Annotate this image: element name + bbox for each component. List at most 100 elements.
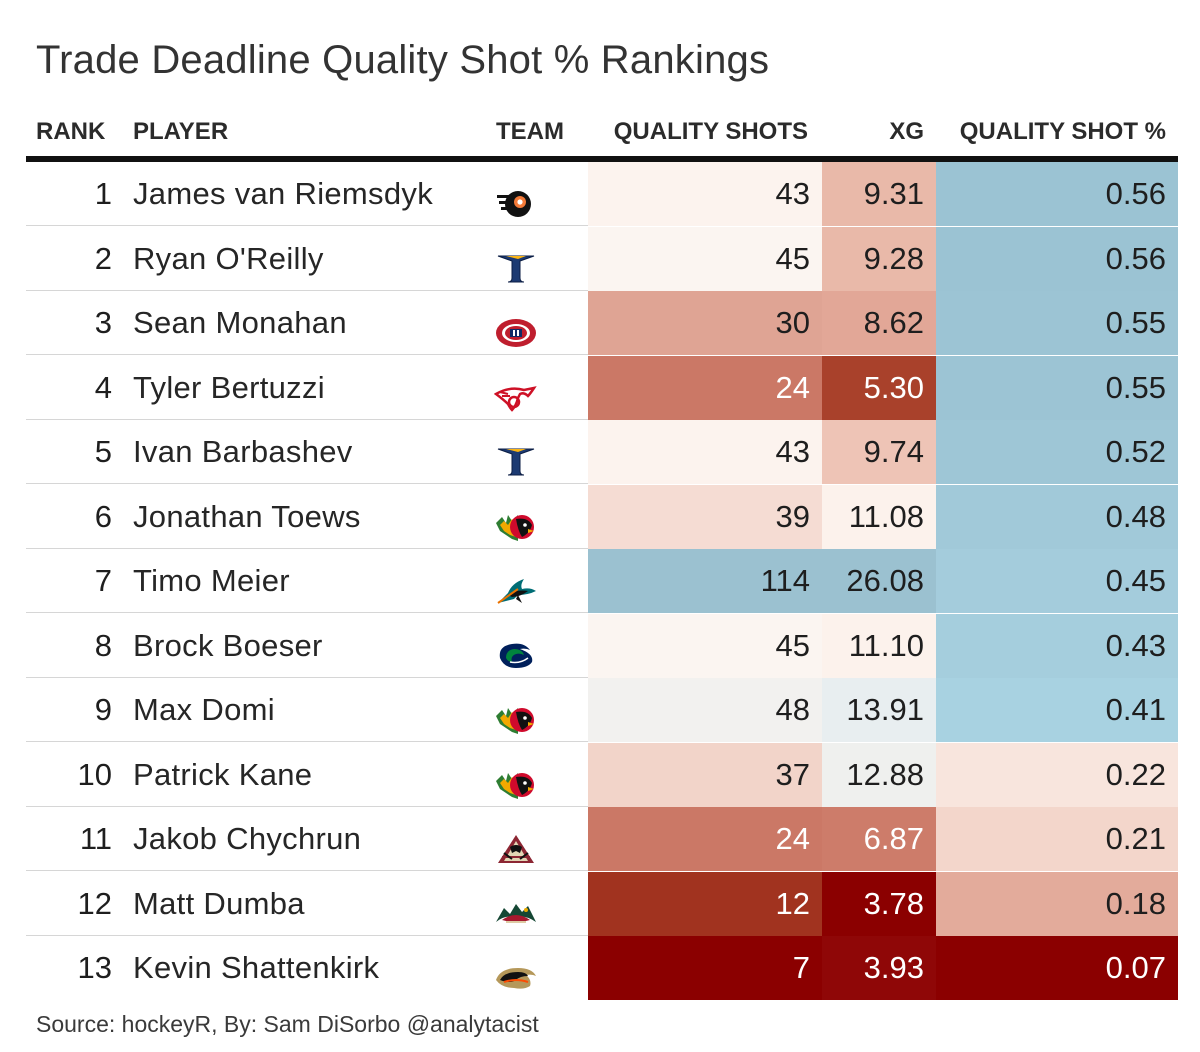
table-row: 4 Tyler Bertuzzi 24 5.30 0.55 bbox=[26, 355, 1178, 420]
rank-cell: 2 bbox=[94, 240, 112, 276]
table-row: 9 Max Domi 48 13.91 0.41 bbox=[26, 678, 1178, 742]
quality-shot-pct-cell: 0.48 bbox=[936, 484, 1178, 549]
quality-shots-cell: 114 bbox=[588, 549, 822, 613]
xg-cell: 6.87 bbox=[822, 807, 936, 871]
table-row: 12 Matt Dumba 12 3.78 0.18 bbox=[26, 871, 1178, 936]
xg-cell: 5.30 bbox=[822, 355, 936, 420]
table-row: 2 Ryan O'Reilly 45 9.28 0.56 bbox=[26, 226, 1178, 291]
header-team: TEAM bbox=[496, 118, 564, 145]
blackhawks-logo-icon bbox=[494, 694, 538, 734]
quality-shots-cell: 45 bbox=[588, 226, 822, 291]
table-row: 10 Patrick Kane 37 12.88 0.22 bbox=[26, 742, 1178, 807]
team-cell bbox=[494, 743, 542, 807]
rank-cell: 4 bbox=[94, 369, 112, 405]
chart-title: Trade Deadline Quality Shot % Rankings bbox=[36, 38, 770, 82]
xg-cell: 9.28 bbox=[822, 226, 936, 291]
quality-shot-pct-cell: 0.52 bbox=[936, 420, 1178, 484]
quality-shots-cell: 30 bbox=[588, 291, 822, 355]
blackhawks-logo-icon bbox=[494, 501, 538, 541]
sharks-logo-icon bbox=[494, 565, 538, 604]
team-cell bbox=[494, 485, 542, 549]
team-cell bbox=[494, 549, 542, 613]
quality-shot-pct-cell: 0.56 bbox=[936, 226, 1178, 291]
team-cell bbox=[494, 420, 542, 484]
canucks-logo-icon bbox=[494, 630, 538, 668]
header-xg: XG bbox=[889, 118, 924, 145]
xg-cell: 9.31 bbox=[822, 162, 936, 226]
xg-cell: 12.88 bbox=[822, 742, 936, 807]
table-row: 11 Jakob Chychrun 24 6.87 0.21 bbox=[26, 807, 1178, 871]
quality-shot-pct-cell: 0.22 bbox=[936, 742, 1178, 807]
table-row: 6 Jonathan Toews 39 11.08 0.48 bbox=[26, 484, 1178, 549]
quality-shots-cell: 12 bbox=[588, 871, 822, 936]
rank-cell: 10 bbox=[77, 756, 112, 792]
flyers-logo-icon bbox=[494, 178, 538, 217]
quality-shot-pct-cell: 0.55 bbox=[936, 355, 1178, 420]
quality-shot-pct-cell: 0.45 bbox=[936, 549, 1178, 613]
quality-shot-pct-cell: 0.07 bbox=[936, 936, 1178, 1000]
xg-cell: 11.10 bbox=[822, 613, 936, 678]
canadiens-logo-icon bbox=[494, 307, 538, 347]
red-wings-logo-icon bbox=[493, 372, 538, 412]
team-cell bbox=[494, 807, 542, 871]
table-row: 1 James van Riemsdyk 43 9.31 0.56 bbox=[26, 162, 1178, 226]
team-cell bbox=[494, 678, 542, 742]
quality-shots-cell: 7 bbox=[588, 936, 822, 1000]
xg-cell: 26.08 bbox=[822, 549, 936, 613]
blackhawks-logo-icon bbox=[494, 759, 538, 799]
team-cell bbox=[494, 872, 542, 936]
blues-logo-icon bbox=[494, 243, 538, 282]
player-name: Brock Boeser bbox=[133, 627, 323, 663]
wild-logo-icon bbox=[494, 888, 538, 923]
quality-shots-cell: 48 bbox=[588, 678, 822, 742]
xg-cell: 8.62 bbox=[822, 291, 936, 355]
player-name: Matt Dumba bbox=[133, 885, 305, 921]
ducks-logo-icon bbox=[494, 952, 538, 989]
team-cell bbox=[494, 936, 542, 1000]
player-name: Tyler Bertuzzi bbox=[133, 369, 325, 405]
header-quality-shot-pct: QUALITY SHOT % bbox=[959, 118, 1166, 145]
quality-shots-cell: 43 bbox=[588, 162, 822, 226]
player-name: Ryan O'Reilly bbox=[133, 240, 324, 276]
source-caption: Source: hockeyR, By: Sam DiSorbo @analyt… bbox=[36, 1011, 539, 1037]
player-name: Patrick Kane bbox=[133, 756, 313, 792]
xg-cell: 3.78 bbox=[822, 871, 936, 936]
team-cell bbox=[494, 227, 542, 291]
quality-shots-cell: 43 bbox=[588, 420, 822, 484]
quality-shots-cell: 39 bbox=[588, 484, 822, 549]
quality-shots-cell: 24 bbox=[588, 355, 822, 420]
coyotes-logo-icon bbox=[494, 823, 538, 863]
rank-cell: 6 bbox=[94, 498, 112, 534]
xg-cell: 11.08 bbox=[822, 484, 936, 549]
player-name: Jakob Chychrun bbox=[133, 821, 362, 856]
rank-cell: 12 bbox=[77, 885, 112, 921]
rank-cell: 13 bbox=[77, 950, 112, 985]
table-row: 8 Brock Boeser 45 11.10 0.43 bbox=[26, 613, 1178, 678]
team-cell bbox=[494, 162, 542, 226]
player-name: Timo Meier bbox=[133, 563, 290, 598]
rank-cell: 3 bbox=[94, 305, 112, 340]
rank-cell: 7 bbox=[94, 563, 112, 598]
player-name: James van Riemsdyk bbox=[133, 176, 433, 211]
quality-shot-pct-cell: 0.21 bbox=[936, 807, 1178, 871]
xg-cell: 9.74 bbox=[822, 420, 936, 484]
header-rank: RANK bbox=[36, 118, 106, 145]
rank-cell: 11 bbox=[79, 821, 112, 856]
player-name: Kevin Shattenkirk bbox=[133, 950, 380, 985]
quality-shot-pct-cell: 0.56 bbox=[936, 162, 1178, 226]
quality-shots-cell: 24 bbox=[588, 807, 822, 871]
quality-shot-pct-cell: 0.43 bbox=[936, 613, 1178, 678]
team-cell bbox=[494, 614, 542, 678]
table-row: 3 Sean Monahan 30 8.62 0.55 bbox=[26, 291, 1178, 355]
header-quality-shots: QUALITY SHOTS bbox=[613, 118, 808, 145]
quality-shot-pct-cell: 0.41 bbox=[936, 678, 1178, 742]
header-player: PLAYER bbox=[133, 118, 229, 145]
player-name: Max Domi bbox=[133, 692, 275, 727]
player-name: Sean Monahan bbox=[133, 305, 347, 340]
table-row: 5 Ivan Barbashev 43 9.74 0.52 bbox=[26, 420, 1178, 484]
rank-cell: 9 bbox=[94, 692, 112, 727]
player-name: Ivan Barbashev bbox=[133, 434, 353, 469]
player-name: Jonathan Toews bbox=[133, 498, 361, 534]
rank-cell: 5 bbox=[94, 434, 112, 469]
blues-logo-icon bbox=[494, 436, 538, 476]
